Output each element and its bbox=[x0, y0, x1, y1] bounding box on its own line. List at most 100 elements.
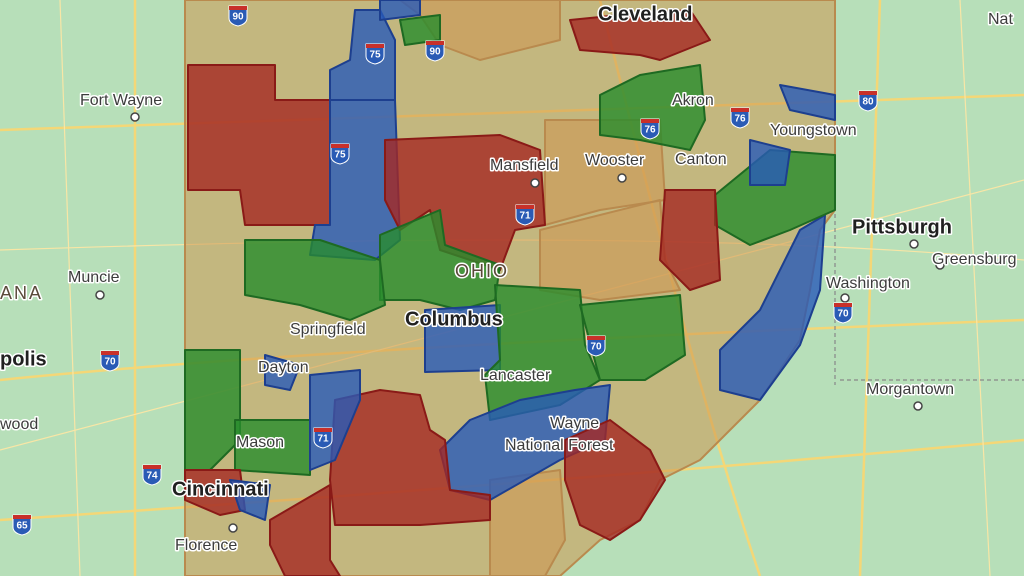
district bbox=[599, 64, 706, 151]
district bbox=[229, 479, 271, 521]
city-dot bbox=[228, 523, 238, 533]
place-label: Mansfield bbox=[490, 157, 558, 174]
place-label: Morgantown bbox=[866, 381, 954, 398]
highway-shield: 90 bbox=[228, 5, 248, 27]
shield-body bbox=[858, 90, 878, 112]
district bbox=[184, 349, 241, 471]
shield-number: 90 bbox=[232, 12, 244, 23]
highway-shield: 76 bbox=[640, 118, 660, 140]
shield-body bbox=[142, 464, 162, 486]
district bbox=[564, 419, 666, 541]
shield-body bbox=[228, 5, 248, 27]
highway-shield: 80 bbox=[858, 90, 878, 112]
shield-body bbox=[330, 143, 350, 165]
city-dot bbox=[913, 401, 923, 411]
place-label: Fort Wayne bbox=[80, 92, 162, 109]
place-labels: Fort Wayne Muncie ANA polis wood Cincinn… bbox=[0, 2, 1018, 556]
place-label: Wooster bbox=[585, 152, 645, 169]
shield-top bbox=[426, 41, 444, 45]
shield-top bbox=[516, 205, 534, 209]
city-dot bbox=[617, 173, 627, 183]
highway-shields: 90 90 75 75 71 71 70 70 70 80 74 65 76 76 bbox=[12, 5, 878, 536]
shield-top bbox=[366, 44, 384, 48]
city-dot bbox=[840, 293, 850, 303]
shield-body bbox=[640, 118, 660, 140]
shield-number: 70 bbox=[104, 357, 116, 368]
shield-top bbox=[731, 108, 749, 112]
shield-top bbox=[587, 336, 605, 340]
place-label: Springfield bbox=[290, 321, 366, 338]
shield-number: 75 bbox=[369, 50, 381, 61]
shield-number: 80 bbox=[862, 97, 874, 108]
shield-number: 90 bbox=[429, 47, 441, 58]
shield-body bbox=[730, 107, 750, 129]
shield-body bbox=[313, 427, 333, 449]
shield-number: 71 bbox=[317, 434, 329, 445]
highway-shield: 75 bbox=[365, 43, 385, 65]
place-label: Cincinnati bbox=[172, 478, 269, 500]
place-label: Washington bbox=[826, 275, 910, 292]
place-label: OHIO bbox=[455, 261, 509, 281]
shield-top bbox=[314, 428, 332, 432]
city-dot bbox=[95, 290, 105, 300]
district bbox=[579, 294, 686, 381]
district bbox=[234, 419, 311, 476]
shield-number: 76 bbox=[734, 114, 746, 125]
districts bbox=[184, 0, 836, 576]
city-dot bbox=[935, 260, 945, 270]
shield-top bbox=[229, 6, 247, 10]
shield-number: 71 bbox=[519, 211, 531, 222]
district bbox=[489, 469, 566, 576]
place-label: Akron bbox=[672, 92, 714, 109]
highway-shield: 76 bbox=[730, 107, 750, 129]
shield-top bbox=[143, 465, 161, 469]
shield-top bbox=[859, 91, 877, 95]
place-label: Pittsburgh bbox=[852, 216, 952, 238]
place-label: ANA bbox=[0, 283, 43, 303]
highway-shield: 71 bbox=[515, 204, 535, 226]
shield-number: 76 bbox=[644, 125, 656, 136]
shield-number: 70 bbox=[837, 309, 849, 320]
district bbox=[399, 14, 441, 46]
shield-number: 70 bbox=[590, 342, 602, 353]
city-dot bbox=[530, 178, 540, 188]
place-label: Greensburg bbox=[932, 251, 1017, 268]
place-label: Wayne bbox=[550, 415, 599, 432]
district bbox=[264, 354, 301, 391]
shield-body bbox=[100, 350, 120, 372]
shield-body bbox=[515, 204, 535, 226]
place-label: Canton bbox=[675, 151, 727, 168]
shield-body bbox=[425, 40, 445, 62]
place-label: Cleveland bbox=[598, 3, 692, 25]
shield-top bbox=[331, 144, 349, 148]
district bbox=[329, 389, 491, 526]
district bbox=[569, 9, 711, 61]
district bbox=[379, 0, 421, 21]
district bbox=[659, 189, 721, 291]
shield-body bbox=[12, 514, 32, 536]
shield-top bbox=[641, 119, 659, 123]
place-label: Lancaster bbox=[480, 367, 551, 384]
place-label: Dayton bbox=[258, 359, 309, 376]
shield-body bbox=[833, 302, 853, 324]
district bbox=[749, 139, 791, 186]
highway-shield: 70 bbox=[833, 302, 853, 324]
highway-shield: 65 bbox=[12, 514, 32, 536]
place-label: Columbus bbox=[405, 308, 503, 330]
place-label: wood bbox=[0, 416, 38, 433]
district bbox=[244, 239, 386, 321]
place-label: Florence bbox=[175, 537, 237, 554]
district bbox=[719, 214, 826, 401]
highway-shield: 90 bbox=[425, 40, 445, 62]
shield-body bbox=[586, 335, 606, 357]
shield-body bbox=[365, 43, 385, 65]
place-label: National Forest bbox=[505, 437, 614, 454]
place-label: polis bbox=[0, 348, 47, 370]
highway-shield: 71 bbox=[313, 427, 333, 449]
shield-number: 65 bbox=[16, 521, 28, 532]
place-label: Muncie bbox=[68, 269, 120, 286]
shield-top bbox=[834, 303, 852, 307]
city-dot bbox=[909, 239, 919, 249]
district bbox=[779, 84, 836, 121]
